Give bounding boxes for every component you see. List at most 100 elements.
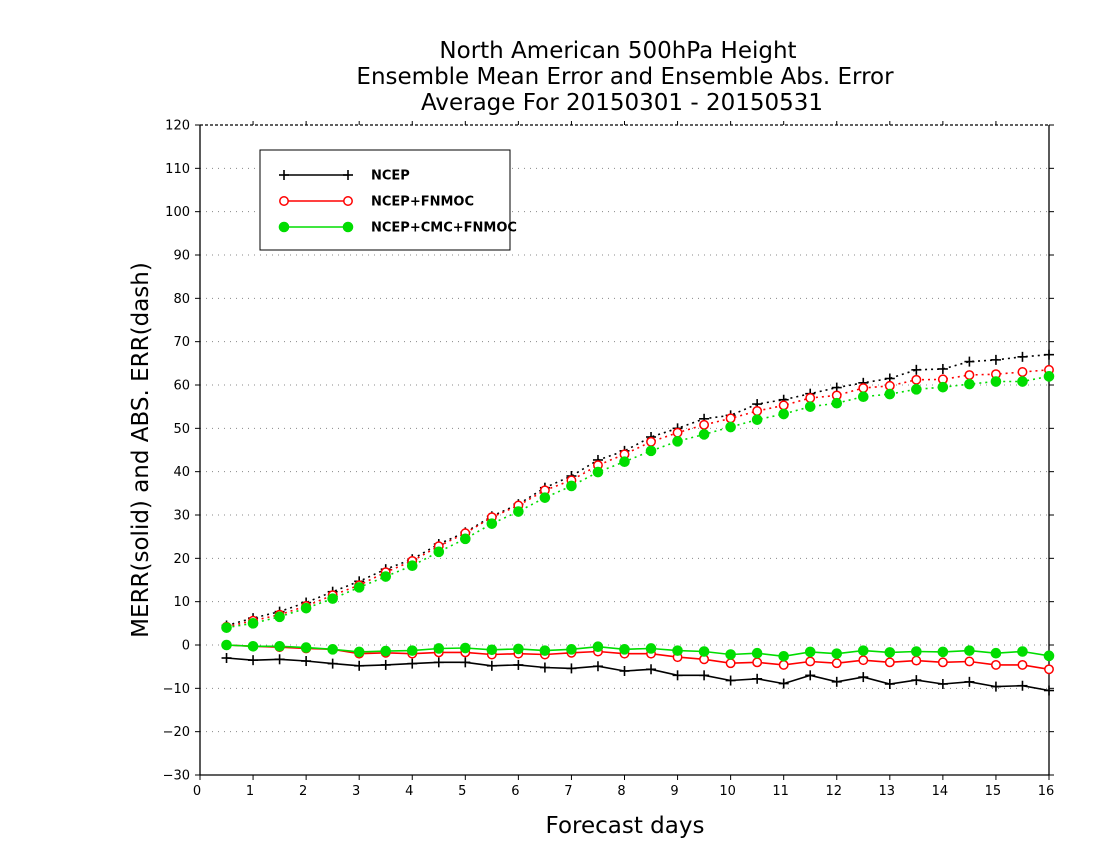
- merr-point: [646, 664, 657, 675]
- merr-point: [937, 679, 948, 689]
- abs-err-point: [645, 445, 657, 457]
- merr-point: [407, 658, 418, 669]
- abs-err-point: [1043, 371, 1055, 382]
- merr-point: [884, 679, 895, 689]
- merr-point: [1044, 685, 1054, 696]
- y-tick-label: 100: [165, 205, 190, 220]
- merr-point: [566, 663, 577, 674]
- merr-point: [725, 658, 736, 669]
- y-tick-label: 40: [173, 465, 190, 480]
- legend-marker: [342, 221, 354, 233]
- abs-err-point: [619, 456, 630, 468]
- abs-err-line: [226, 353, 1050, 627]
- legend-entry: NCEP+FNMOC: [279, 195, 474, 210]
- merr-point: [672, 670, 683, 681]
- merr-point: [990, 647, 1002, 659]
- x-tick-label: 1: [246, 784, 254, 799]
- merr-point: [247, 641, 259, 652]
- chart-title-line-1: North American 500hPa Height: [439, 38, 796, 64]
- merr-point: [778, 678, 789, 689]
- x-tick-label: 3: [352, 784, 360, 799]
- merr-point: [831, 676, 842, 687]
- abs-err-point: [592, 466, 604, 478]
- x-tick-label: 6: [511, 784, 519, 799]
- abs-err-point: [406, 560, 418, 572]
- merr-point: [1017, 646, 1028, 657]
- abs-err-point: [1017, 351, 1028, 362]
- merr-point: [354, 660, 365, 671]
- merr-point: [566, 644, 577, 655]
- legend-marker: [343, 196, 353, 206]
- x-tick-label: 12: [825, 784, 842, 799]
- abs-err-point: [327, 593, 338, 604]
- merr-point: [778, 659, 789, 670]
- abs-err-point: [380, 571, 392, 582]
- abs-err-point: [911, 364, 922, 375]
- abs-err-point: [937, 363, 948, 374]
- abs-err-point: [725, 413, 736, 424]
- x-tick-label: 13: [879, 784, 896, 799]
- merr-point: [513, 643, 524, 655]
- abs-err-point: [804, 401, 816, 412]
- abs-err-point: [937, 381, 949, 393]
- merr-point: [752, 657, 763, 668]
- abs-err-point: [857, 391, 869, 403]
- merr-point: [301, 656, 312, 667]
- y-tick-label: 110: [165, 162, 190, 177]
- x-tick-label: 9: [670, 784, 678, 799]
- merr-point: [592, 661, 603, 672]
- data-series: [221, 349, 1055, 696]
- y-tick-label: 10: [173, 595, 190, 610]
- legend-label: NCEP+FNMOC: [371, 195, 474, 210]
- x-axis-ticks: 0 1 2 3 4 5 6 7 8 9 10 11 12 13 14 15 16: [193, 121, 1054, 799]
- abs-err-point: [911, 374, 922, 385]
- y-tick-label: −10: [163, 682, 190, 697]
- abs-err-point: [964, 356, 975, 367]
- abs-err-point: [698, 429, 710, 440]
- y-tick-label: 50: [173, 422, 190, 437]
- merr-point: [460, 642, 471, 654]
- merr-point: [964, 676, 975, 687]
- merr-point: [672, 645, 683, 656]
- abs-err-point: [247, 618, 259, 629]
- abs-err-point: [1017, 367, 1028, 377]
- x-tick-label: 15: [985, 784, 1002, 799]
- merr-point: [539, 662, 550, 673]
- abs-err-point: [513, 506, 524, 517]
- abs-err-point: [699, 419, 710, 430]
- merr-point: [937, 646, 949, 658]
- merr-point: [380, 645, 392, 657]
- merr-point: [619, 644, 630, 655]
- y-axis-label: MERR(solid) and ABS. ERR(dash): [128, 262, 154, 638]
- legend-label: NCEP+CMC+FNMOC: [371, 221, 517, 236]
- abs-err-point: [672, 427, 683, 438]
- abs-err-point: [566, 480, 577, 492]
- abs-err-point: [1017, 376, 1028, 387]
- abs-err-point: [274, 611, 285, 623]
- x-tick-label: 4: [405, 784, 413, 799]
- chart-title-line-2: Ensemble Mean Error and Ensemble Abs. Er…: [356, 64, 894, 90]
- y-tick-label: 80: [173, 292, 190, 307]
- abs-err-point: [486, 518, 498, 529]
- merr-point: [752, 673, 763, 684]
- merr-point: [592, 641, 604, 653]
- abs-err-point: [858, 383, 869, 393]
- abs-err-point: [672, 436, 683, 447]
- abs-err-point: [353, 582, 365, 593]
- merr-point: [460, 657, 471, 668]
- abs-err-point: [751, 414, 763, 425]
- x-tick-label: 16: [1038, 784, 1055, 799]
- merr-point: [937, 657, 948, 668]
- series-2: [221, 371, 1055, 662]
- merr-line: [226, 657, 1050, 692]
- abs-err-point: [805, 393, 816, 403]
- chart-title-line-3: Average For 20150301 - 20150531: [421, 90, 823, 116]
- y-tick-label: 60: [173, 379, 190, 394]
- y-tick-label: 70: [173, 335, 190, 350]
- y-tick-label: 90: [173, 249, 190, 264]
- abs-err-point: [778, 400, 789, 411]
- merr-point: [274, 654, 285, 665]
- merr-point: [725, 675, 736, 686]
- abs-err-point: [752, 406, 763, 416]
- x-tick-label: 11: [772, 784, 789, 799]
